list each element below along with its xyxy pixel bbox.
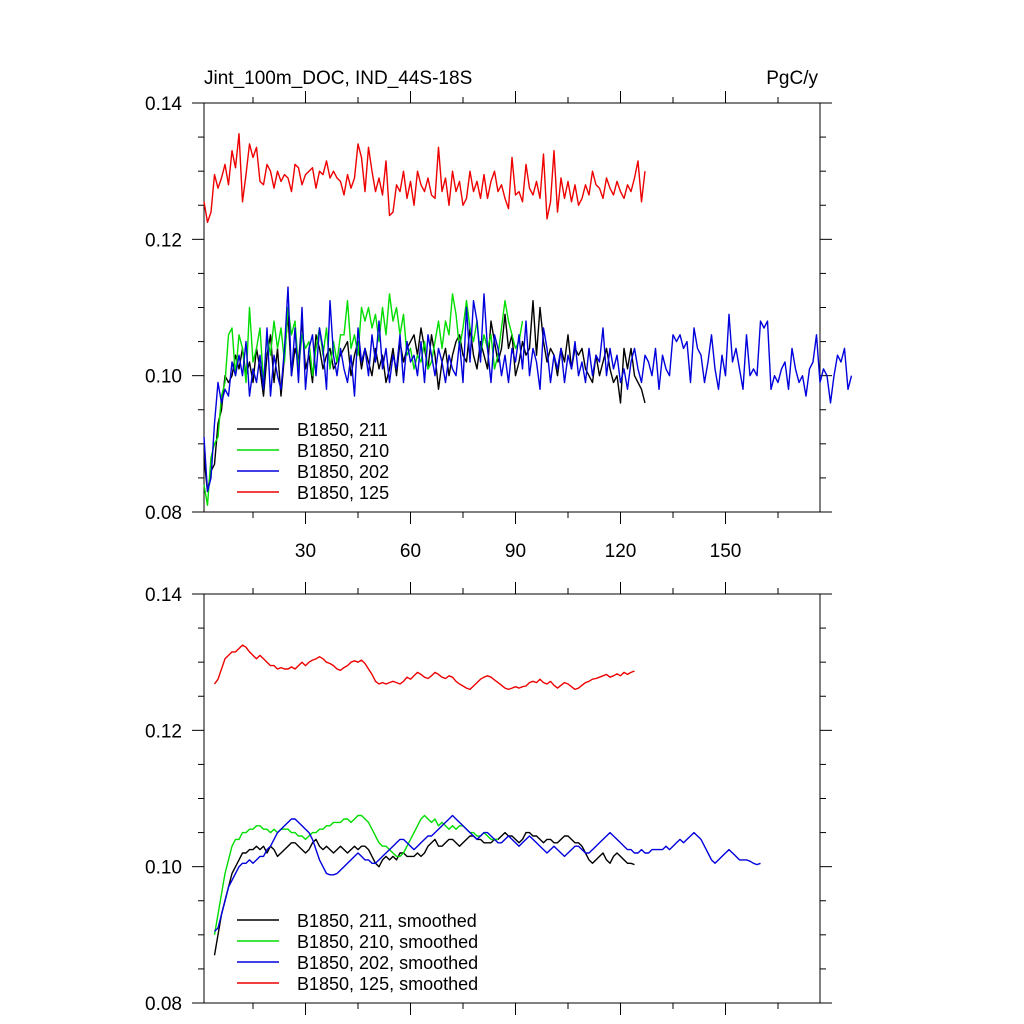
top-xtick-label: 150	[710, 541, 742, 562]
bottom-legend-label-4: B1850, 125, smoothed	[297, 974, 478, 994]
top-legend-label-1: B1850, 211	[297, 420, 388, 440]
bottom-ytick-label: 0.10	[145, 858, 182, 879]
bottom-series-line-4	[213, 644, 635, 691]
top-series-line-2	[203, 293, 524, 506]
top-ytick-label: 0.10	[145, 367, 182, 388]
top-ytick-label: 0.08	[145, 503, 182, 524]
bottom-series-line-3	[214, 814, 761, 932]
units-label: PgC/y	[766, 68, 818, 89]
top-xtick-label: 120	[605, 541, 637, 562]
bottom-ytick-label: 0.12	[145, 721, 182, 742]
bottom-series-line-1	[213, 831, 635, 956]
top-series-line-4	[203, 132, 646, 224]
top-xtick-label: 90	[505, 541, 526, 562]
top-ytick-label: 0.14	[145, 94, 182, 115]
bottom-legend-label-1: B1850, 211, smoothed	[297, 911, 477, 931]
top-ytick-label: 0.12	[145, 230, 182, 251]
bottom-series-line-2	[213, 814, 498, 935]
bottom-legend-label-3: B1850, 202, smoothed	[297, 953, 478, 973]
bottom-legend-label-2: B1850, 210, smoothed	[297, 932, 478, 952]
top-legend-label-4: B1850, 125	[297, 483, 389, 503]
top-xtick-label: 30	[295, 541, 316, 562]
top-legend-label-3: B1850, 202	[297, 462, 389, 482]
top-legend-label-2: B1850, 210	[297, 441, 389, 461]
top-series-line-3	[203, 286, 853, 493]
bottom-ytick-label: 0.14	[145, 585, 182, 606]
chart-title: Jint_100m_DOC, IND_44S-18S	[204, 68, 472, 89]
top-xtick-label: 60	[400, 541, 421, 562]
bottom-ytick-label: 0.08	[145, 994, 182, 1015]
